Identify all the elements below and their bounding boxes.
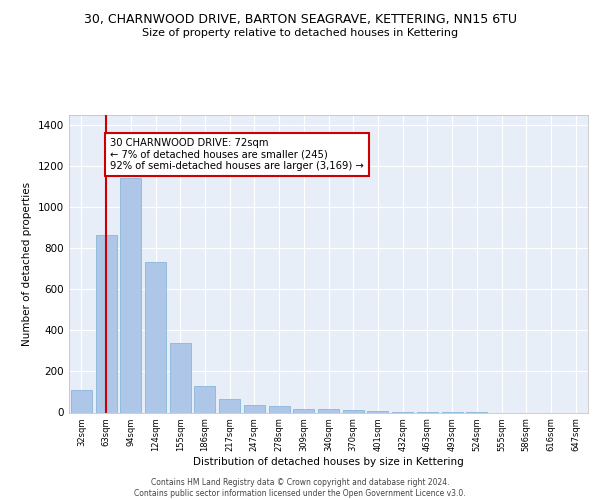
Y-axis label: Number of detached properties: Number of detached properties: [22, 182, 32, 346]
Bar: [269, 406, 290, 412]
Bar: [293, 409, 314, 412]
X-axis label: Distribution of detached houses by size in Kettering: Distribution of detached houses by size …: [193, 457, 464, 467]
Bar: [145, 262, 166, 412]
Bar: [95, 235, 116, 412]
Bar: [170, 342, 191, 412]
Bar: [244, 404, 265, 412]
Bar: [343, 410, 364, 412]
Bar: [194, 386, 215, 412]
Text: Contains HM Land Registry data © Crown copyright and database right 2024.
Contai: Contains HM Land Registry data © Crown c…: [134, 478, 466, 498]
Bar: [71, 390, 92, 412]
Text: Size of property relative to detached houses in Kettering: Size of property relative to detached ho…: [142, 28, 458, 38]
Bar: [318, 410, 339, 412]
Text: 30, CHARNWOOD DRIVE, BARTON SEAGRAVE, KETTERING, NN15 6TU: 30, CHARNWOOD DRIVE, BARTON SEAGRAVE, KE…: [83, 12, 517, 26]
Text: 30 CHARNWOOD DRIVE: 72sqm
← 7% of detached houses are smaller (245)
92% of semi-: 30 CHARNWOOD DRIVE: 72sqm ← 7% of detach…: [110, 138, 364, 171]
Bar: [120, 178, 141, 412]
Bar: [219, 399, 240, 412]
